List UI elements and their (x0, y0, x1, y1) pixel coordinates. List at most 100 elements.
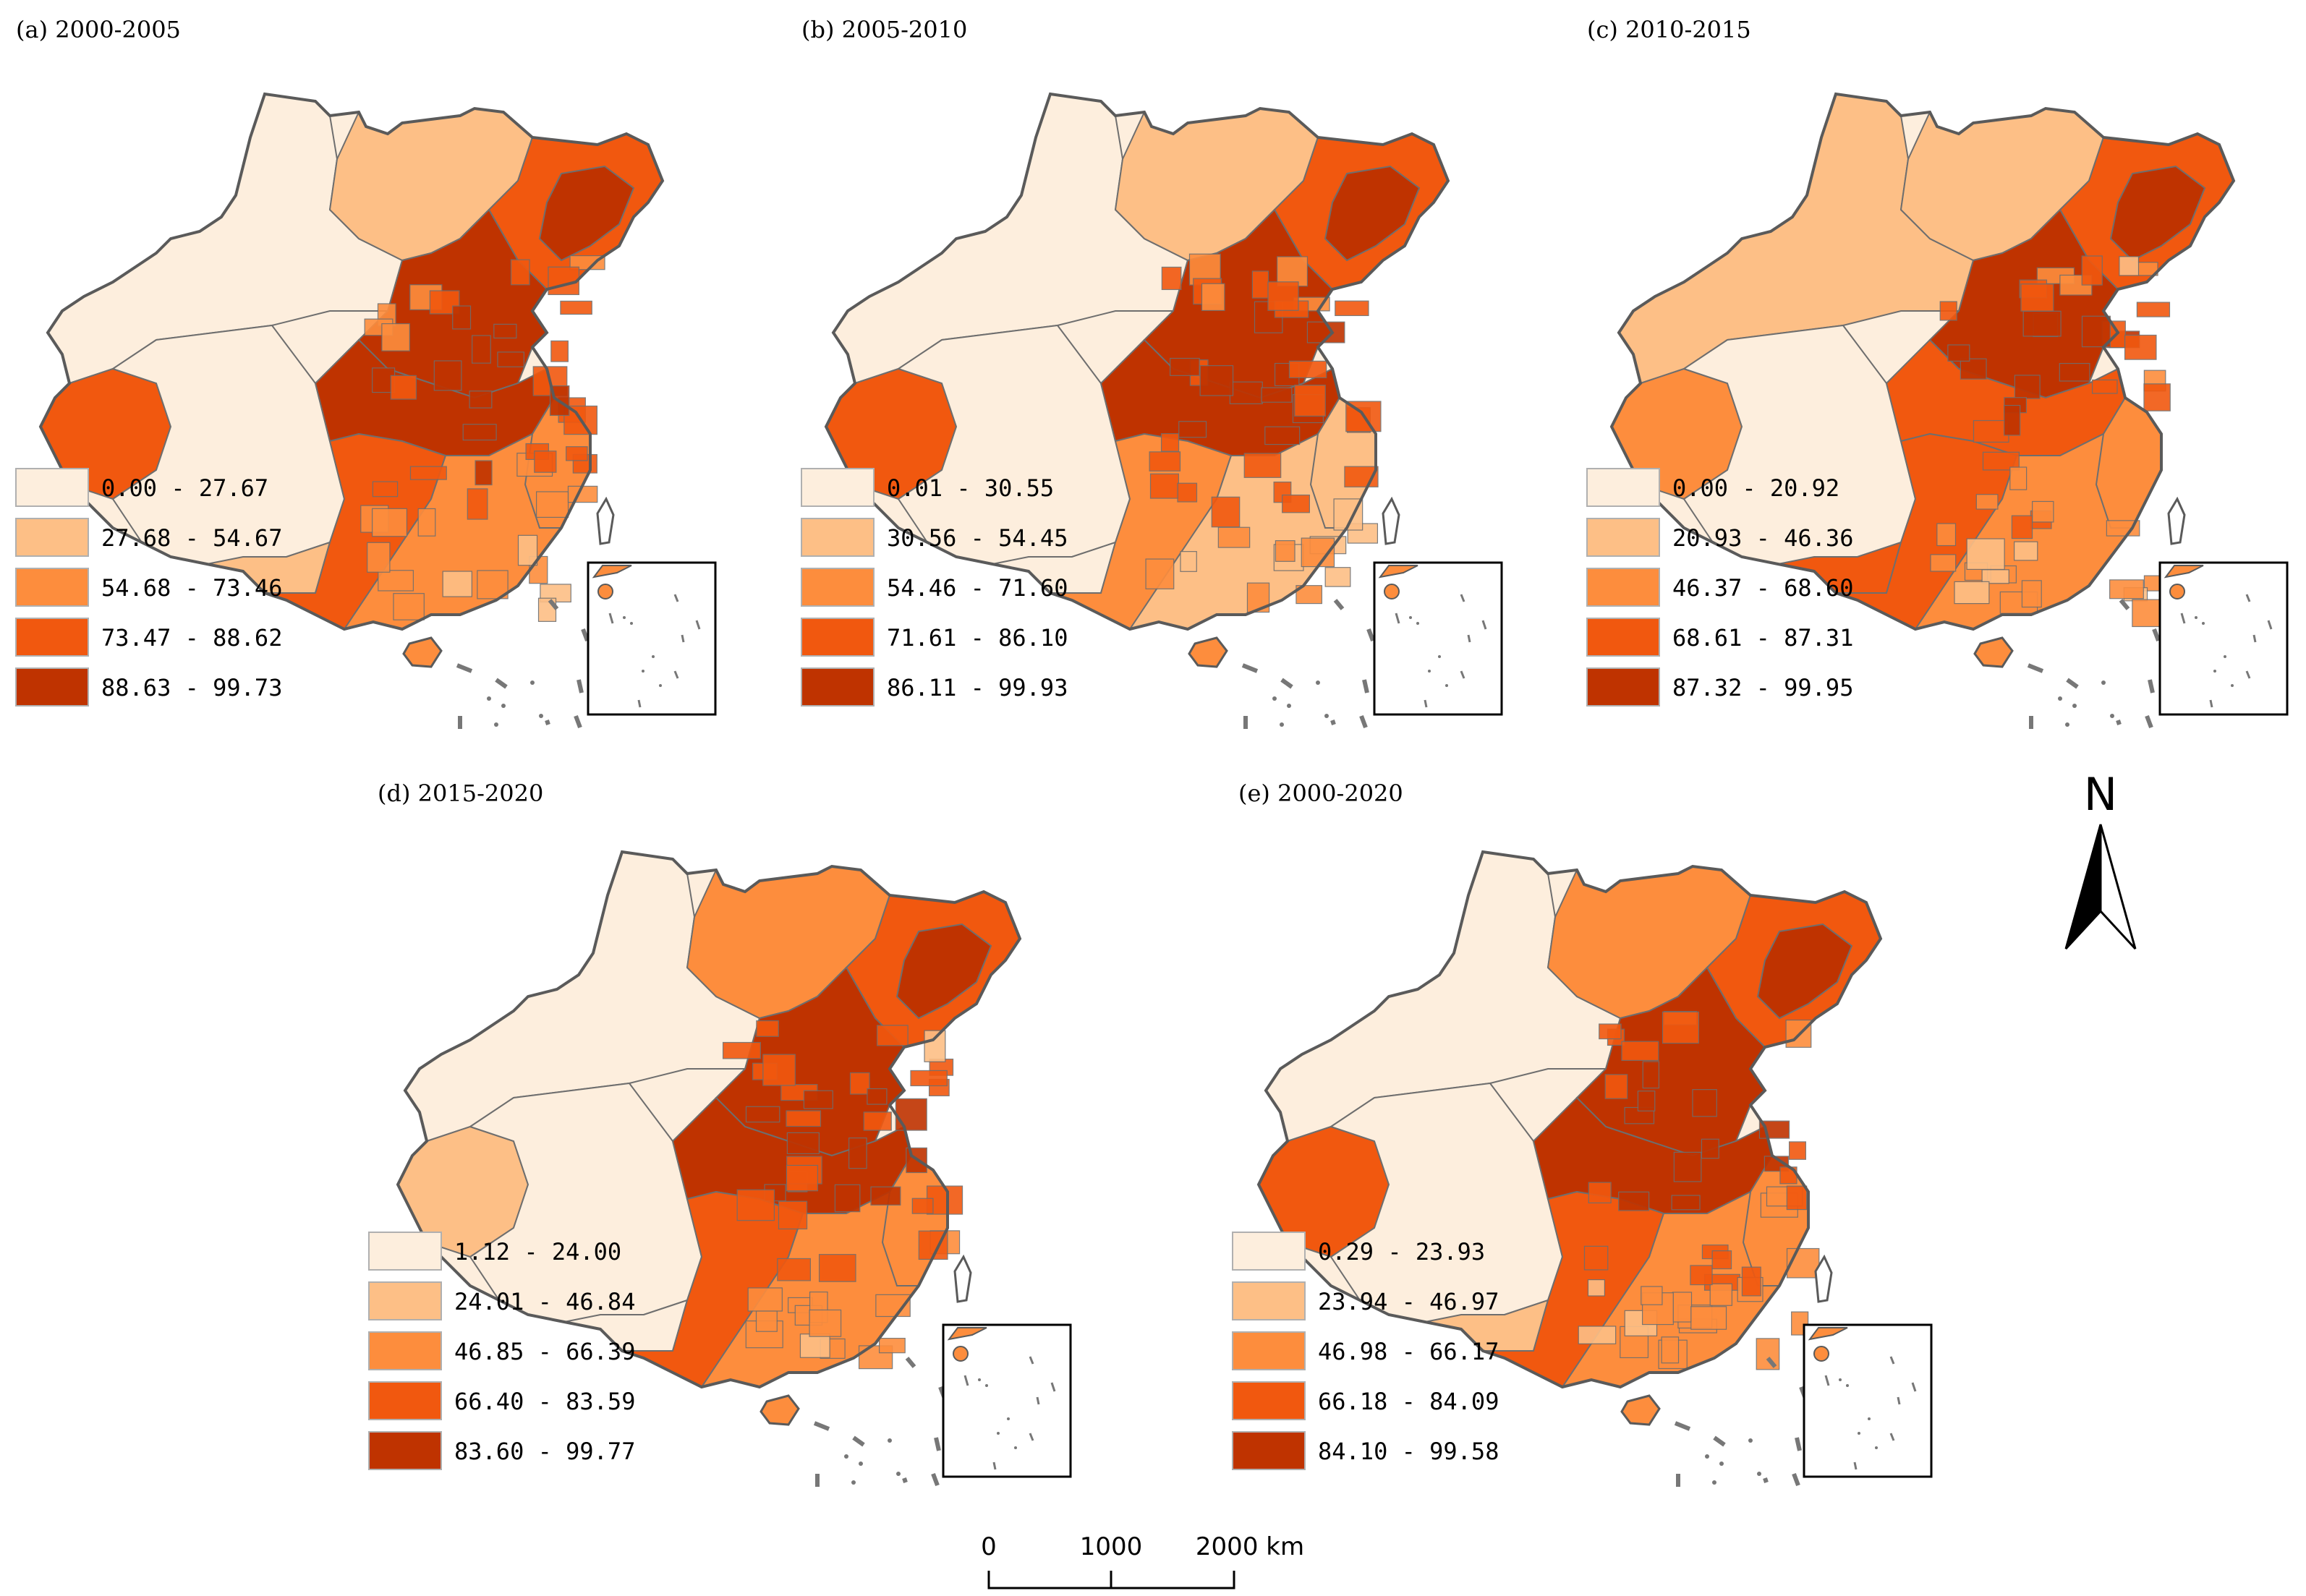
district-cell (809, 1309, 842, 1337)
district-cell (1267, 281, 1299, 311)
boundary-dash (1333, 599, 1345, 610)
district-cell (1671, 1195, 1701, 1211)
district-cell (1588, 1182, 1612, 1204)
district-cell (1145, 558, 1175, 589)
district-cell (1335, 300, 1369, 317)
boundary-dash (2066, 678, 2079, 689)
district-cell (452, 305, 472, 330)
inset-dash (1911, 1382, 1917, 1392)
inset-hainan (1813, 1346, 1829, 1362)
north-arrow-left-half (2064, 824, 2102, 950)
district-cell (1786, 1247, 1820, 1279)
legend-label-3: 46.37 - 68.60 (1672, 574, 1853, 602)
district-cell (442, 571, 472, 597)
district-cell (1642, 1061, 1660, 1089)
scale-bar: 0 1000 2000 km (981, 1532, 1304, 1589)
district-cell (786, 1132, 820, 1154)
legend-swatch-3 (1232, 1331, 1306, 1370)
boundary-dash (1330, 720, 1336, 725)
inset-dash (1460, 594, 1465, 602)
district-cell (762, 1054, 796, 1086)
boundary-dash (813, 1421, 830, 1431)
district-cell (1672, 1292, 1693, 1323)
legend-label-5: 83.60 - 99.77 (454, 1438, 635, 1465)
district-cell (2032, 500, 2054, 523)
inset-dash (1050, 1382, 1056, 1392)
district-cell (1954, 581, 1990, 605)
district-cell (895, 1098, 927, 1131)
south-china-sea-inset (2158, 561, 2289, 716)
inset-hainan (2169, 584, 2185, 599)
inset-dash (1467, 634, 1471, 643)
inset-island (1409, 616, 1412, 619)
district-cell (497, 351, 524, 367)
inset-dash (963, 1375, 969, 1386)
taiwan-island (596, 496, 615, 545)
scale-label-2000km: 2000 km (1196, 1532, 1304, 1561)
legend-label-5: 87.32 - 99.95 (1672, 674, 1853, 701)
district-cell (1324, 567, 1351, 587)
district-boundaries (360, 255, 605, 622)
legend: 0.01 - 30.55 30.56 - 54.45 54.46 - 71.60 71… (801, 468, 1068, 707)
district-cell (786, 1110, 822, 1127)
boundary-dash (1280, 678, 1293, 689)
inset-island (1416, 622, 1419, 625)
district-cell (477, 570, 509, 599)
legend-swatch-4 (368, 1381, 442, 1420)
district-cell (1604, 1074, 1628, 1099)
district-cell (1251, 270, 1269, 299)
legend-label-3: 54.46 - 71.60 (887, 574, 1068, 602)
island-dot (2101, 680, 2106, 685)
district-cell (1276, 256, 1309, 287)
legend-swatch-5 (368, 1431, 442, 1470)
boundary-dash (902, 1477, 908, 1483)
district-cell (2011, 515, 2033, 539)
district-cell (1177, 482, 1198, 503)
inset-dash (992, 1461, 997, 1470)
legend-swatch-2 (801, 518, 875, 557)
legend-swatch-4 (1232, 1381, 1306, 1420)
inset-dash (2180, 613, 2186, 624)
inset-dash (695, 620, 701, 630)
inset-dash (1481, 620, 1487, 630)
district-cell (534, 451, 557, 473)
inset-dash (1036, 1396, 1040, 1405)
legend-label-4: 66.18 - 84.09 (1318, 1388, 1499, 1415)
boundary-dash (1795, 1437, 1802, 1451)
boundary-dash (1713, 1435, 1726, 1447)
district-cell (1930, 554, 1957, 572)
inset-mainland (592, 565, 632, 579)
district-cell (2014, 541, 2038, 561)
island-dot (1272, 696, 1277, 701)
legend-label-3: 46.98 - 66.17 (1318, 1338, 1499, 1365)
district-cell (409, 466, 447, 480)
north-arrow-right-half (2099, 824, 2137, 950)
scale-label-0: 0 (981, 1532, 997, 1561)
legend-swatch-2 (15, 518, 89, 557)
district-cell (433, 360, 462, 391)
district-cell (1973, 419, 2009, 443)
taiwan-island (953, 1254, 972, 1303)
district-cell (1711, 1250, 1732, 1270)
inset-dash (1889, 1433, 1895, 1441)
district-cell (2136, 302, 2171, 317)
boundary-dash (931, 1472, 940, 1487)
inset-mainland (1808, 1327, 1848, 1341)
choropleth-map (39, 93, 664, 729)
district-cell (910, 1070, 948, 1087)
inset-island (1007, 1417, 1010, 1420)
island-dot (1287, 704, 1291, 708)
boundary-dash (2116, 720, 2122, 725)
hainan-island (1973, 636, 2014, 668)
legend: 0.29 - 23.93 23.94 - 46.97 46.98 - 66.17 66… (1232, 1232, 1499, 1470)
legend-swatch-1 (368, 1232, 442, 1271)
legend-label-3: 46.85 - 66.39 (454, 1338, 635, 1365)
island-dot (2110, 714, 2114, 718)
district-cell (548, 266, 580, 296)
taiwan-island (2167, 496, 2186, 545)
island-dot (2072, 704, 2077, 708)
island-dot (1757, 1472, 1761, 1476)
inset-dash (673, 670, 679, 679)
district-cell (1788, 1141, 1807, 1160)
